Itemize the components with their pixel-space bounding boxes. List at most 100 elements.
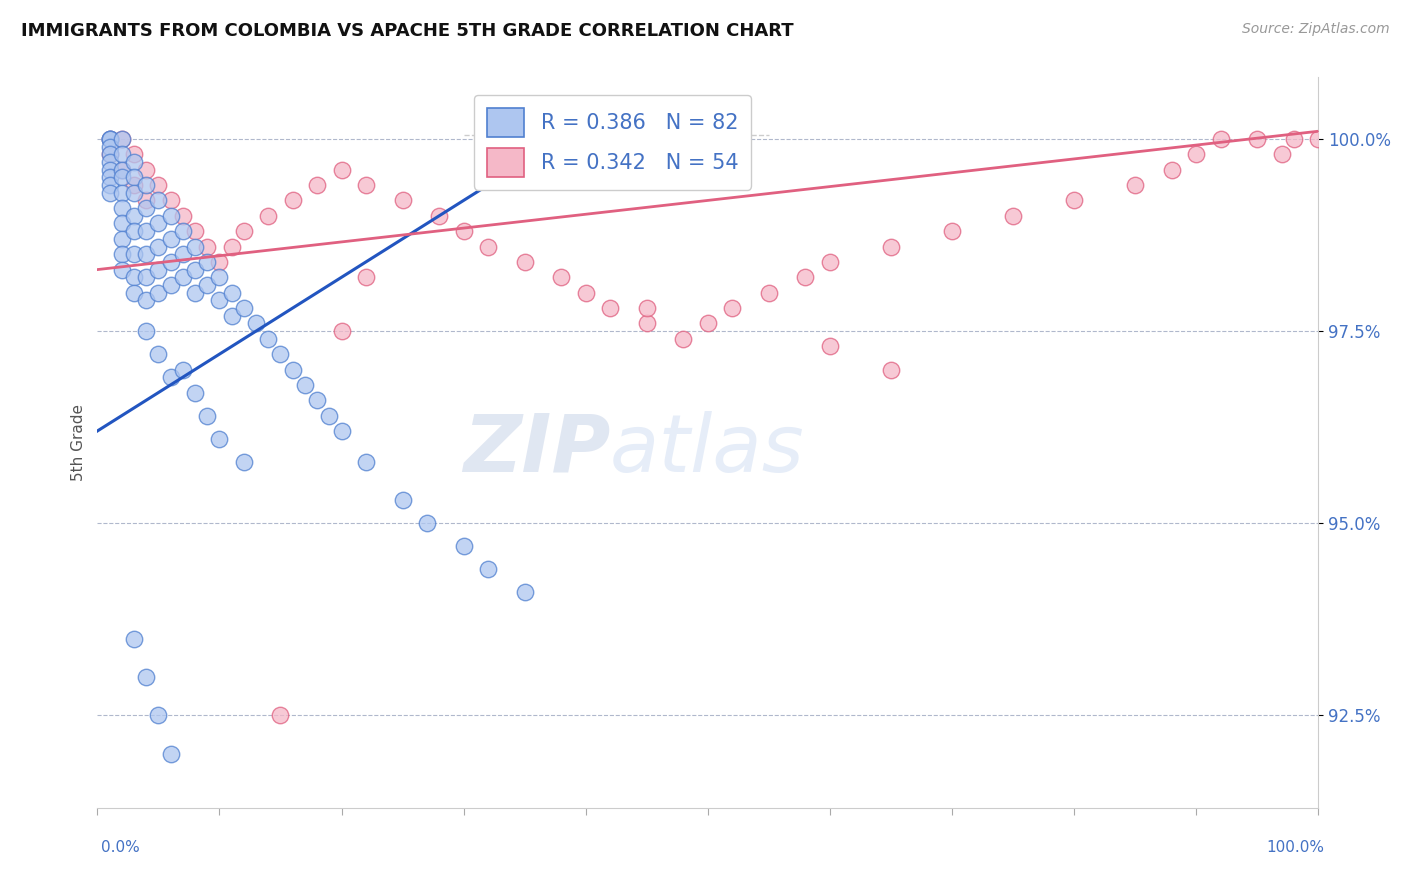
Point — [135, 162, 157, 177]
Point — [159, 232, 181, 246]
Point — [794, 270, 817, 285]
Point — [818, 339, 841, 353]
Point — [1271, 147, 1294, 161]
Point — [98, 132, 121, 146]
Point — [318, 409, 340, 423]
Point — [159, 370, 181, 384]
Point — [269, 708, 291, 723]
Point — [135, 270, 157, 285]
Point — [159, 194, 181, 208]
Text: atlas: atlas — [610, 411, 804, 489]
Text: 0.0%: 0.0% — [101, 840, 141, 855]
Text: Source: ZipAtlas.com: Source: ZipAtlas.com — [1241, 22, 1389, 37]
Point — [135, 670, 157, 684]
Text: IMMIGRANTS FROM COLOMBIA VS APACHE 5TH GRADE CORRELATION CHART: IMMIGRANTS FROM COLOMBIA VS APACHE 5TH G… — [21, 22, 794, 40]
Point — [1002, 209, 1025, 223]
Point — [208, 255, 231, 269]
Point — [148, 262, 170, 277]
Point — [221, 285, 243, 300]
Point — [159, 747, 181, 761]
Point — [98, 132, 121, 146]
Point — [1185, 147, 1208, 161]
Point — [513, 255, 536, 269]
Point — [257, 332, 280, 346]
Point — [159, 209, 181, 223]
Point — [195, 409, 218, 423]
Point — [1308, 132, 1330, 146]
Point — [98, 186, 121, 200]
Point — [195, 277, 218, 292]
Point — [172, 247, 194, 261]
Point — [98, 139, 121, 153]
Point — [98, 178, 121, 192]
Point — [416, 516, 439, 531]
Point — [427, 209, 450, 223]
Point — [636, 317, 658, 331]
Point — [111, 232, 134, 246]
Point — [111, 147, 134, 161]
Point — [148, 708, 170, 723]
Point — [135, 324, 157, 338]
Point — [111, 132, 134, 146]
Point — [122, 155, 145, 169]
Point — [159, 277, 181, 292]
Point — [98, 162, 121, 177]
Point — [135, 224, 157, 238]
Point — [880, 362, 903, 376]
Point — [221, 309, 243, 323]
Point — [195, 255, 218, 269]
Point — [135, 247, 157, 261]
Point — [281, 362, 304, 376]
Point — [758, 285, 780, 300]
Point — [111, 217, 134, 231]
Point — [184, 285, 207, 300]
Point — [1282, 132, 1305, 146]
Point — [307, 178, 329, 192]
Point — [122, 147, 145, 161]
Point — [122, 270, 145, 285]
Point — [391, 194, 413, 208]
Point — [135, 178, 157, 192]
Point — [354, 178, 377, 192]
Point — [111, 247, 134, 261]
Point — [184, 224, 207, 238]
Text: ZIP: ZIP — [463, 411, 610, 489]
Point — [636, 301, 658, 315]
Point — [721, 301, 744, 315]
Point — [330, 424, 353, 438]
Point — [307, 393, 329, 408]
Point — [550, 270, 572, 285]
Point — [477, 562, 499, 576]
Point — [122, 224, 145, 238]
Point — [172, 362, 194, 376]
Point — [208, 432, 231, 446]
Point — [453, 224, 475, 238]
Point — [696, 317, 718, 331]
Point — [148, 194, 170, 208]
Point — [148, 239, 170, 253]
Point — [148, 347, 170, 361]
Point — [477, 239, 499, 253]
Point — [245, 317, 267, 331]
Point — [122, 170, 145, 185]
Point — [208, 293, 231, 308]
Point — [111, 162, 134, 177]
Point — [111, 170, 134, 185]
Point — [232, 224, 254, 238]
Point — [98, 147, 121, 161]
Point — [354, 455, 377, 469]
Point — [1160, 162, 1182, 177]
Point — [575, 285, 598, 300]
Point — [1123, 178, 1146, 192]
Point — [98, 132, 121, 146]
Point — [1063, 194, 1085, 208]
Point — [1209, 132, 1232, 146]
Point — [1246, 132, 1268, 146]
Point — [135, 293, 157, 308]
Point — [195, 239, 218, 253]
Point — [880, 239, 903, 253]
Point — [208, 270, 231, 285]
Point — [354, 270, 377, 285]
Point — [122, 632, 145, 646]
Point — [232, 301, 254, 315]
